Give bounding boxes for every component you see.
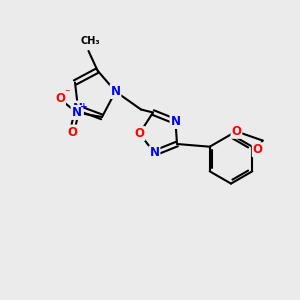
Text: O: O: [134, 127, 145, 140]
Text: O: O: [231, 125, 242, 138]
Text: N: N: [71, 106, 82, 119]
Text: O: O: [253, 143, 263, 156]
Text: ⁻: ⁻: [65, 88, 70, 99]
Text: O: O: [67, 125, 77, 139]
Text: N: N: [110, 85, 121, 98]
Text: +: +: [80, 102, 88, 111]
Text: N: N: [149, 146, 160, 160]
Text: CH₃: CH₃: [80, 37, 100, 46]
Text: O: O: [55, 92, 65, 106]
Text: N: N: [73, 101, 83, 115]
Text: N: N: [170, 115, 181, 128]
